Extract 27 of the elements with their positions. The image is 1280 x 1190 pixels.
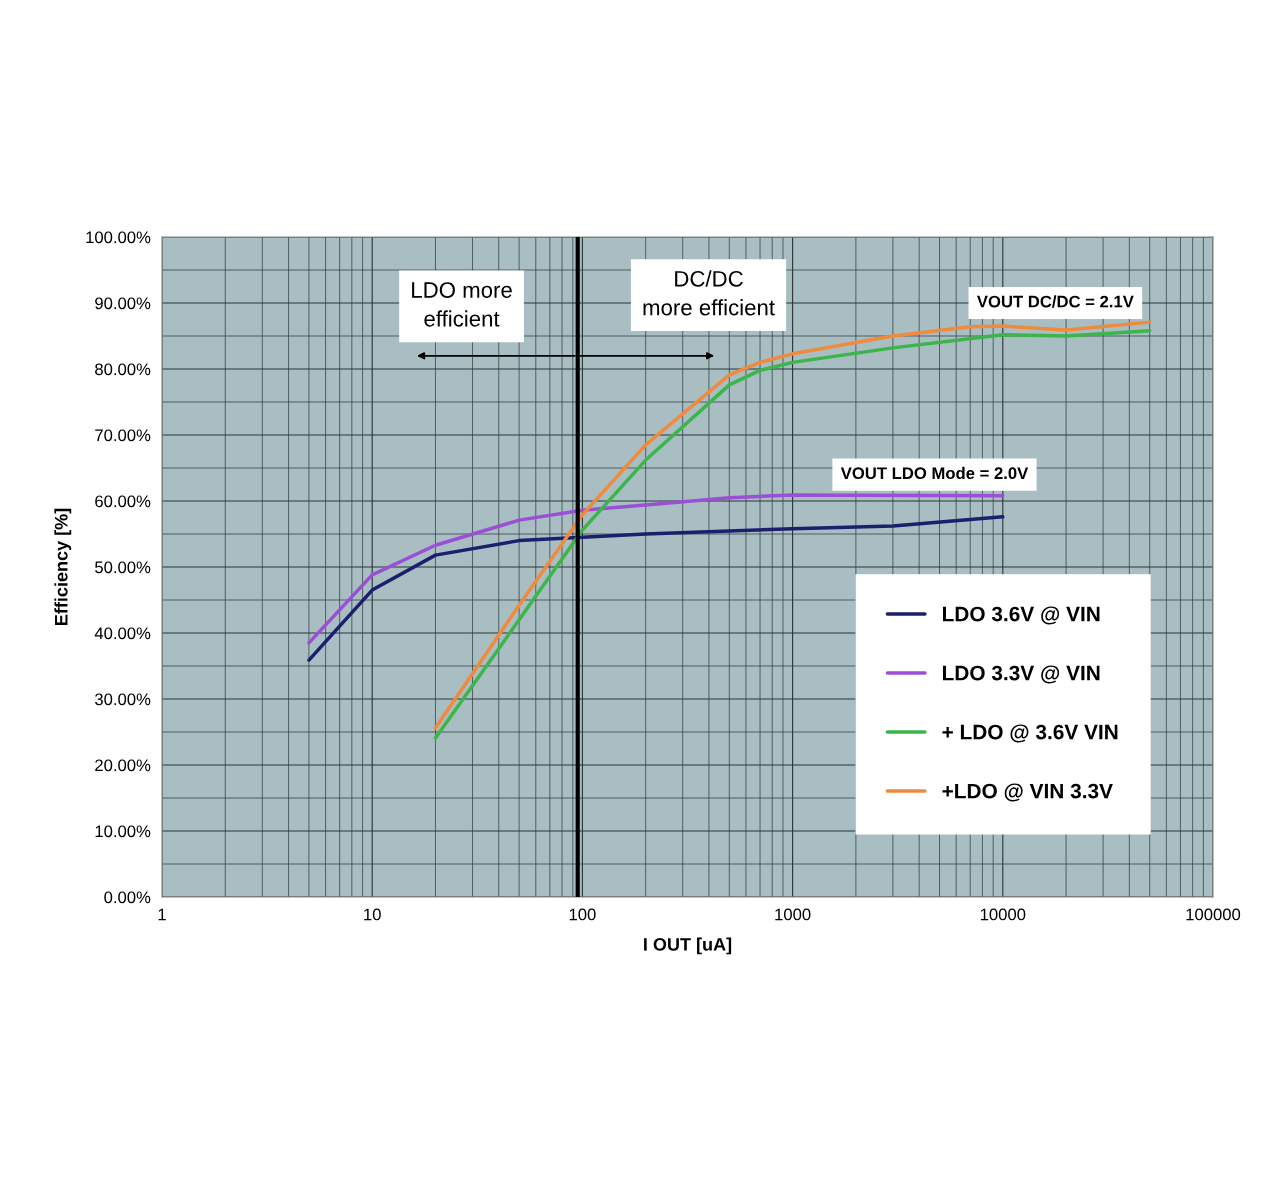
- annotation: VOUT LDO Mode = 2.0V: [840, 466, 1029, 480]
- legend-label: +LDO @ VIN 3.3V: [942, 783, 1113, 802]
- legend-label: LDO 3.6V @ VIN: [942, 606, 1100, 625]
- annotation: VOUT DC/DC = 2.1V: [976, 295, 1134, 308]
- legend-label: + LDO @ 3.6V VIN: [942, 724, 1118, 743]
- x-tick-label: 10000: [980, 908, 1026, 921]
- legend-label: LDO 3.3V @ VIN: [942, 665, 1100, 684]
- annotation: DC/DC more efficient: [643, 270, 775, 316]
- x-tick-label: 1: [158, 908, 166, 921]
- y-tick-label: 80.00%: [95, 363, 151, 376]
- y-tick-label: 10.00%: [95, 825, 151, 838]
- y-tick-label: 70.00%: [95, 429, 151, 442]
- y-tick-label: 90.00%: [95, 297, 151, 310]
- x-tick-label: 100000: [1186, 908, 1241, 921]
- y-tick-label: 30.00%: [95, 693, 151, 706]
- annotation: LDO more efficient: [412, 282, 512, 327]
- x-tick-label: 100: [569, 908, 596, 921]
- y-tick-label: 20.00%: [95, 759, 151, 772]
- y-tick-label: 40.00%: [94, 627, 151, 640]
- y-tick-label: 100.00%: [86, 231, 151, 244]
- x-tick-label: 10: [364, 908, 381, 921]
- y-tick-label: 60.00%: [95, 495, 151, 508]
- y-tick-label: 50.00%: [95, 561, 151, 574]
- x-tick-label: 1000: [775, 908, 811, 921]
- y-tick-label: 0.00%: [104, 891, 151, 904]
- x-axis-title: I OUT [uA]: [644, 937, 732, 955]
- y-axis-title: Efficiency [%]: [54, 508, 72, 625]
